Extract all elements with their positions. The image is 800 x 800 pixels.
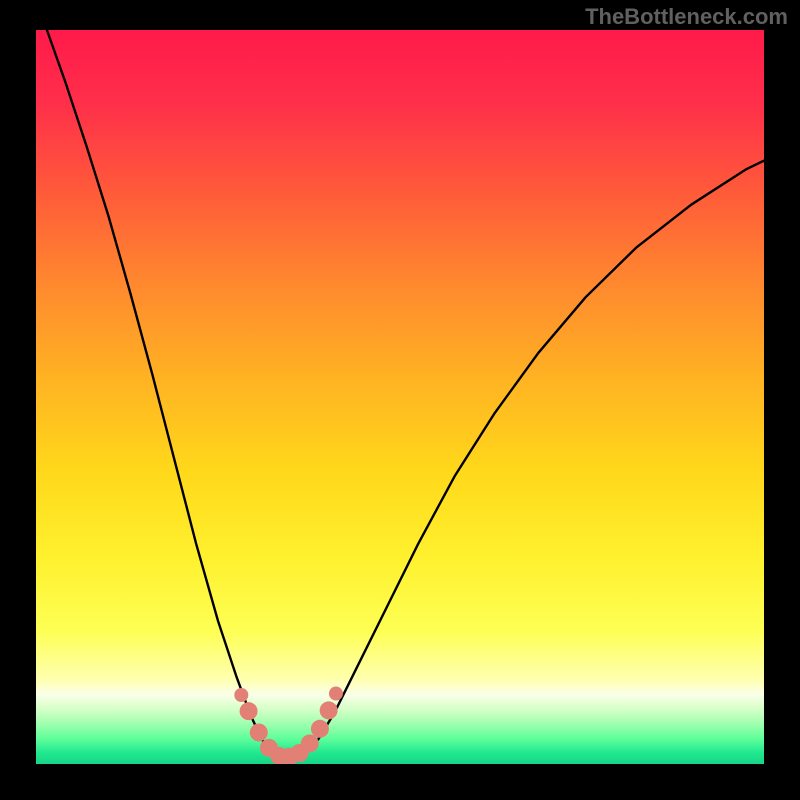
plot-area <box>36 30 764 764</box>
bottleneck-curve <box>47 30 764 761</box>
valley-marker <box>234 687 343 764</box>
chart-container: TheBottleneck.com <box>0 0 800 800</box>
curve-layer <box>36 30 764 764</box>
watermark-text: TheBottleneck.com <box>585 4 788 30</box>
